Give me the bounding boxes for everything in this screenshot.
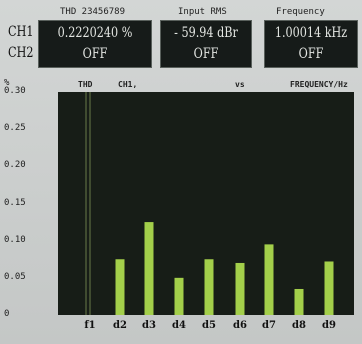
input-rms-meter: - 59.94 dBr OFF (160, 20, 252, 68)
x-tick-label-d4: d4 (172, 320, 186, 331)
thd-meter: 0.2220240 % OFF (38, 20, 152, 68)
frequency-meter: 1.00014 kHz OFF (264, 20, 358, 68)
bar-d7 (264, 244, 274, 315)
x-tick-label-d6: d6 (233, 320, 247, 331)
x-tick-label-d3: d3 (142, 320, 156, 331)
input-ch2-value: OFF (193, 46, 219, 62)
y-unit-label: % (4, 78, 10, 88)
bar-d3 (144, 222, 154, 315)
bar-d2 (115, 259, 125, 315)
chart-thd-label: THD (78, 80, 93, 89)
chart-freq-label: FREQUENCY/Hz (290, 80, 348, 89)
bar-d5 (204, 259, 214, 315)
ch1-label: CH1 (8, 24, 34, 40)
input-rms-header: Input RMS (178, 7, 227, 17)
chart-channel-label: CH1, (118, 80, 138, 89)
x-tick-label-d5: d5 (202, 320, 216, 331)
y-tick-label: 0.15 (4, 197, 26, 208)
y-tick-label: 0.05 (4, 271, 26, 282)
thd-bar-chart (58, 92, 354, 315)
y-tick-label: 0.30 (4, 86, 26, 96)
x-tick-label-d7: d7 (262, 320, 276, 331)
ch2-label: CH2 (8, 45, 34, 61)
x-tick-label-d2: d2 (113, 320, 127, 331)
freq-ch2-value: OFF (298, 46, 324, 62)
x-tick-label-d9: d9 (322, 320, 336, 331)
y-tick-label: 0.25 (4, 123, 26, 134)
thd-ch2-value: OFF (82, 46, 108, 62)
freq-ch1-value: 1.00014 kHz (274, 25, 348, 41)
y-tick-label: 0.10 (4, 234, 26, 245)
bar-d9 (324, 261, 334, 315)
bar-d6 (235, 262, 245, 315)
chart-vs-label: vs (235, 80, 245, 89)
bar-d8 (294, 288, 304, 315)
input-ch1-value: - 59.94 dBr (174, 25, 238, 41)
thd-header: THD 23456789 (60, 7, 126, 17)
thd-ch1-value: 0.2220240 % (57, 25, 133, 41)
bar-d4 (174, 277, 184, 315)
x-tick-label-d8: d8 (292, 320, 306, 331)
y-tick-label: 0.20 (4, 160, 26, 171)
frequency-header: Frequency (276, 7, 325, 17)
x-tick-label-f1: f1 (84, 320, 96, 331)
y-tick-label: 0 (4, 309, 10, 319)
